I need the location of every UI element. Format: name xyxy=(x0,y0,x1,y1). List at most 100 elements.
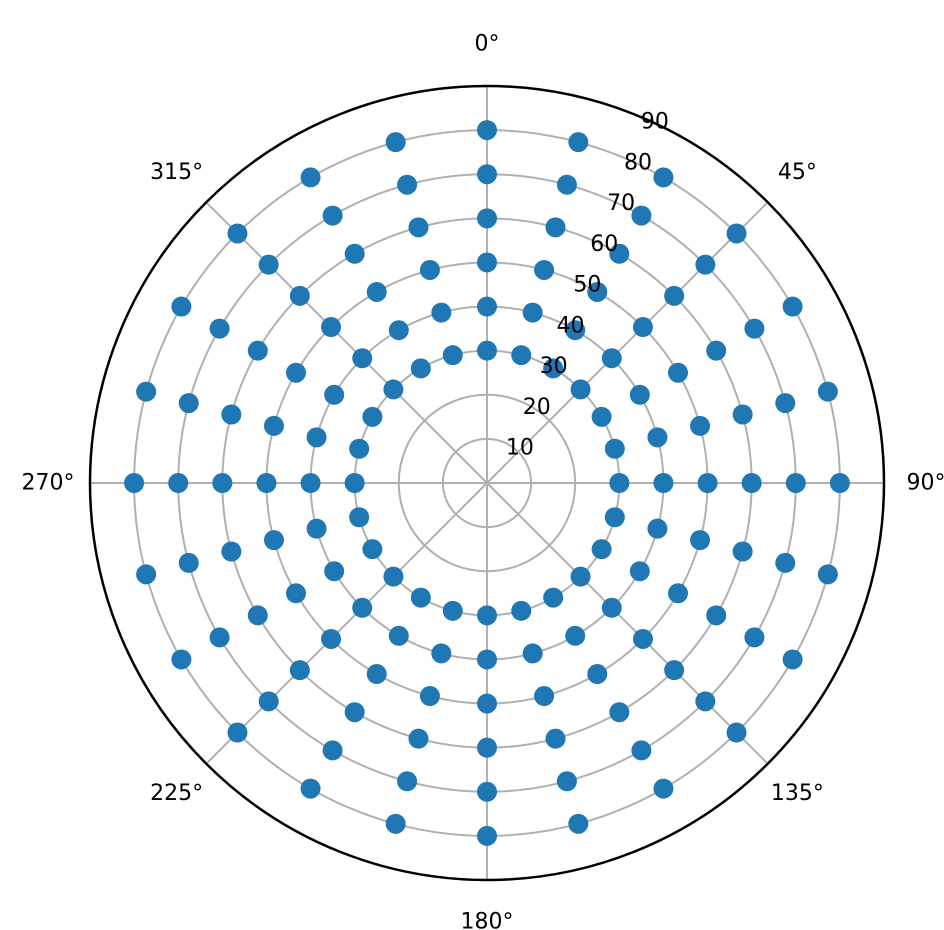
data-point xyxy=(366,281,387,302)
theta-gridline-45 xyxy=(486,201,769,484)
data-point xyxy=(324,561,345,582)
data-point xyxy=(568,132,589,153)
data-point xyxy=(477,781,497,802)
data-point xyxy=(477,825,497,846)
data-point xyxy=(300,167,321,188)
frame-layer xyxy=(88,84,886,882)
r-tick-label: 70 xyxy=(607,191,635,216)
data-point xyxy=(726,223,747,244)
data-point xyxy=(212,473,233,493)
data-point xyxy=(545,728,566,749)
data-point xyxy=(442,600,463,621)
data-point xyxy=(397,771,418,792)
data-point xyxy=(782,296,803,317)
data-point xyxy=(300,778,321,799)
data-point xyxy=(647,427,668,448)
data-point xyxy=(322,205,343,226)
data-point xyxy=(178,552,199,573)
data-point xyxy=(209,627,230,648)
data-point xyxy=(744,627,765,648)
data-point xyxy=(775,552,796,573)
data-point xyxy=(647,518,668,539)
data-point xyxy=(388,625,409,646)
data-point xyxy=(289,660,310,681)
data-point xyxy=(697,473,718,493)
r-tick-label: 30 xyxy=(540,354,568,379)
data-point xyxy=(227,722,248,743)
r-tick-label: 80 xyxy=(624,151,652,176)
data-point xyxy=(604,507,625,528)
data-point xyxy=(631,740,652,761)
points-layer xyxy=(124,120,850,846)
data-point xyxy=(477,208,497,229)
data-point xyxy=(609,473,630,493)
data-point xyxy=(344,473,365,493)
data-point xyxy=(178,393,199,414)
data-point xyxy=(419,259,440,280)
data-point xyxy=(817,564,838,585)
data-point xyxy=(477,252,497,273)
data-point xyxy=(221,404,242,425)
data-point xyxy=(477,340,497,361)
data-point xyxy=(289,285,310,306)
data-point xyxy=(653,778,674,799)
data-point xyxy=(321,628,342,649)
data-point xyxy=(668,362,689,383)
data-point xyxy=(587,281,608,302)
data-point xyxy=(171,649,192,670)
r-tick-label: 10 xyxy=(506,436,534,461)
data-point xyxy=(631,205,652,226)
data-point xyxy=(522,302,543,323)
data-point xyxy=(604,438,625,459)
data-point xyxy=(664,660,685,681)
data-point xyxy=(817,381,838,402)
data-point xyxy=(477,605,497,626)
data-point xyxy=(591,539,612,560)
data-point xyxy=(543,587,564,608)
data-point xyxy=(601,348,622,369)
data-point xyxy=(668,583,689,604)
theta-tick-label: 315° xyxy=(150,160,203,185)
data-point xyxy=(324,384,345,405)
theta-tick-label: 270° xyxy=(22,471,75,496)
data-point xyxy=(362,539,383,560)
data-point xyxy=(690,530,711,551)
r-tick-label: 40 xyxy=(557,314,585,339)
data-point xyxy=(690,415,711,436)
data-point xyxy=(587,664,608,685)
data-point xyxy=(629,561,650,582)
r-tick-label: 90 xyxy=(641,110,669,135)
r-tick-label: 20 xyxy=(523,395,551,420)
data-point xyxy=(534,686,555,707)
data-point xyxy=(383,379,404,400)
data-point xyxy=(258,691,279,712)
theta-gridline-315 xyxy=(205,201,488,484)
data-point xyxy=(741,473,762,493)
theta-gridline-135 xyxy=(486,482,769,765)
data-point xyxy=(258,254,279,275)
data-point xyxy=(408,728,429,749)
data-point xyxy=(609,243,630,264)
data-point xyxy=(247,340,268,361)
theta-gridline-225 xyxy=(205,482,488,765)
theta-tick-label: 180° xyxy=(461,910,514,930)
data-point xyxy=(785,473,806,493)
data-point xyxy=(285,362,306,383)
theta-tick-label: 0° xyxy=(475,32,500,57)
data-point xyxy=(477,693,497,714)
data-point xyxy=(632,317,653,338)
data-point xyxy=(726,722,747,743)
data-point xyxy=(168,473,189,493)
data-point xyxy=(410,587,431,608)
data-point xyxy=(171,296,192,317)
data-point xyxy=(349,438,370,459)
data-point xyxy=(227,223,248,244)
data-point xyxy=(829,473,850,493)
data-point xyxy=(383,566,404,587)
data-point xyxy=(352,348,373,369)
data-point xyxy=(534,259,555,280)
data-point xyxy=(556,771,577,792)
data-point xyxy=(565,320,586,341)
data-point xyxy=(522,643,543,664)
theta-tick-label: 45° xyxy=(778,160,817,185)
